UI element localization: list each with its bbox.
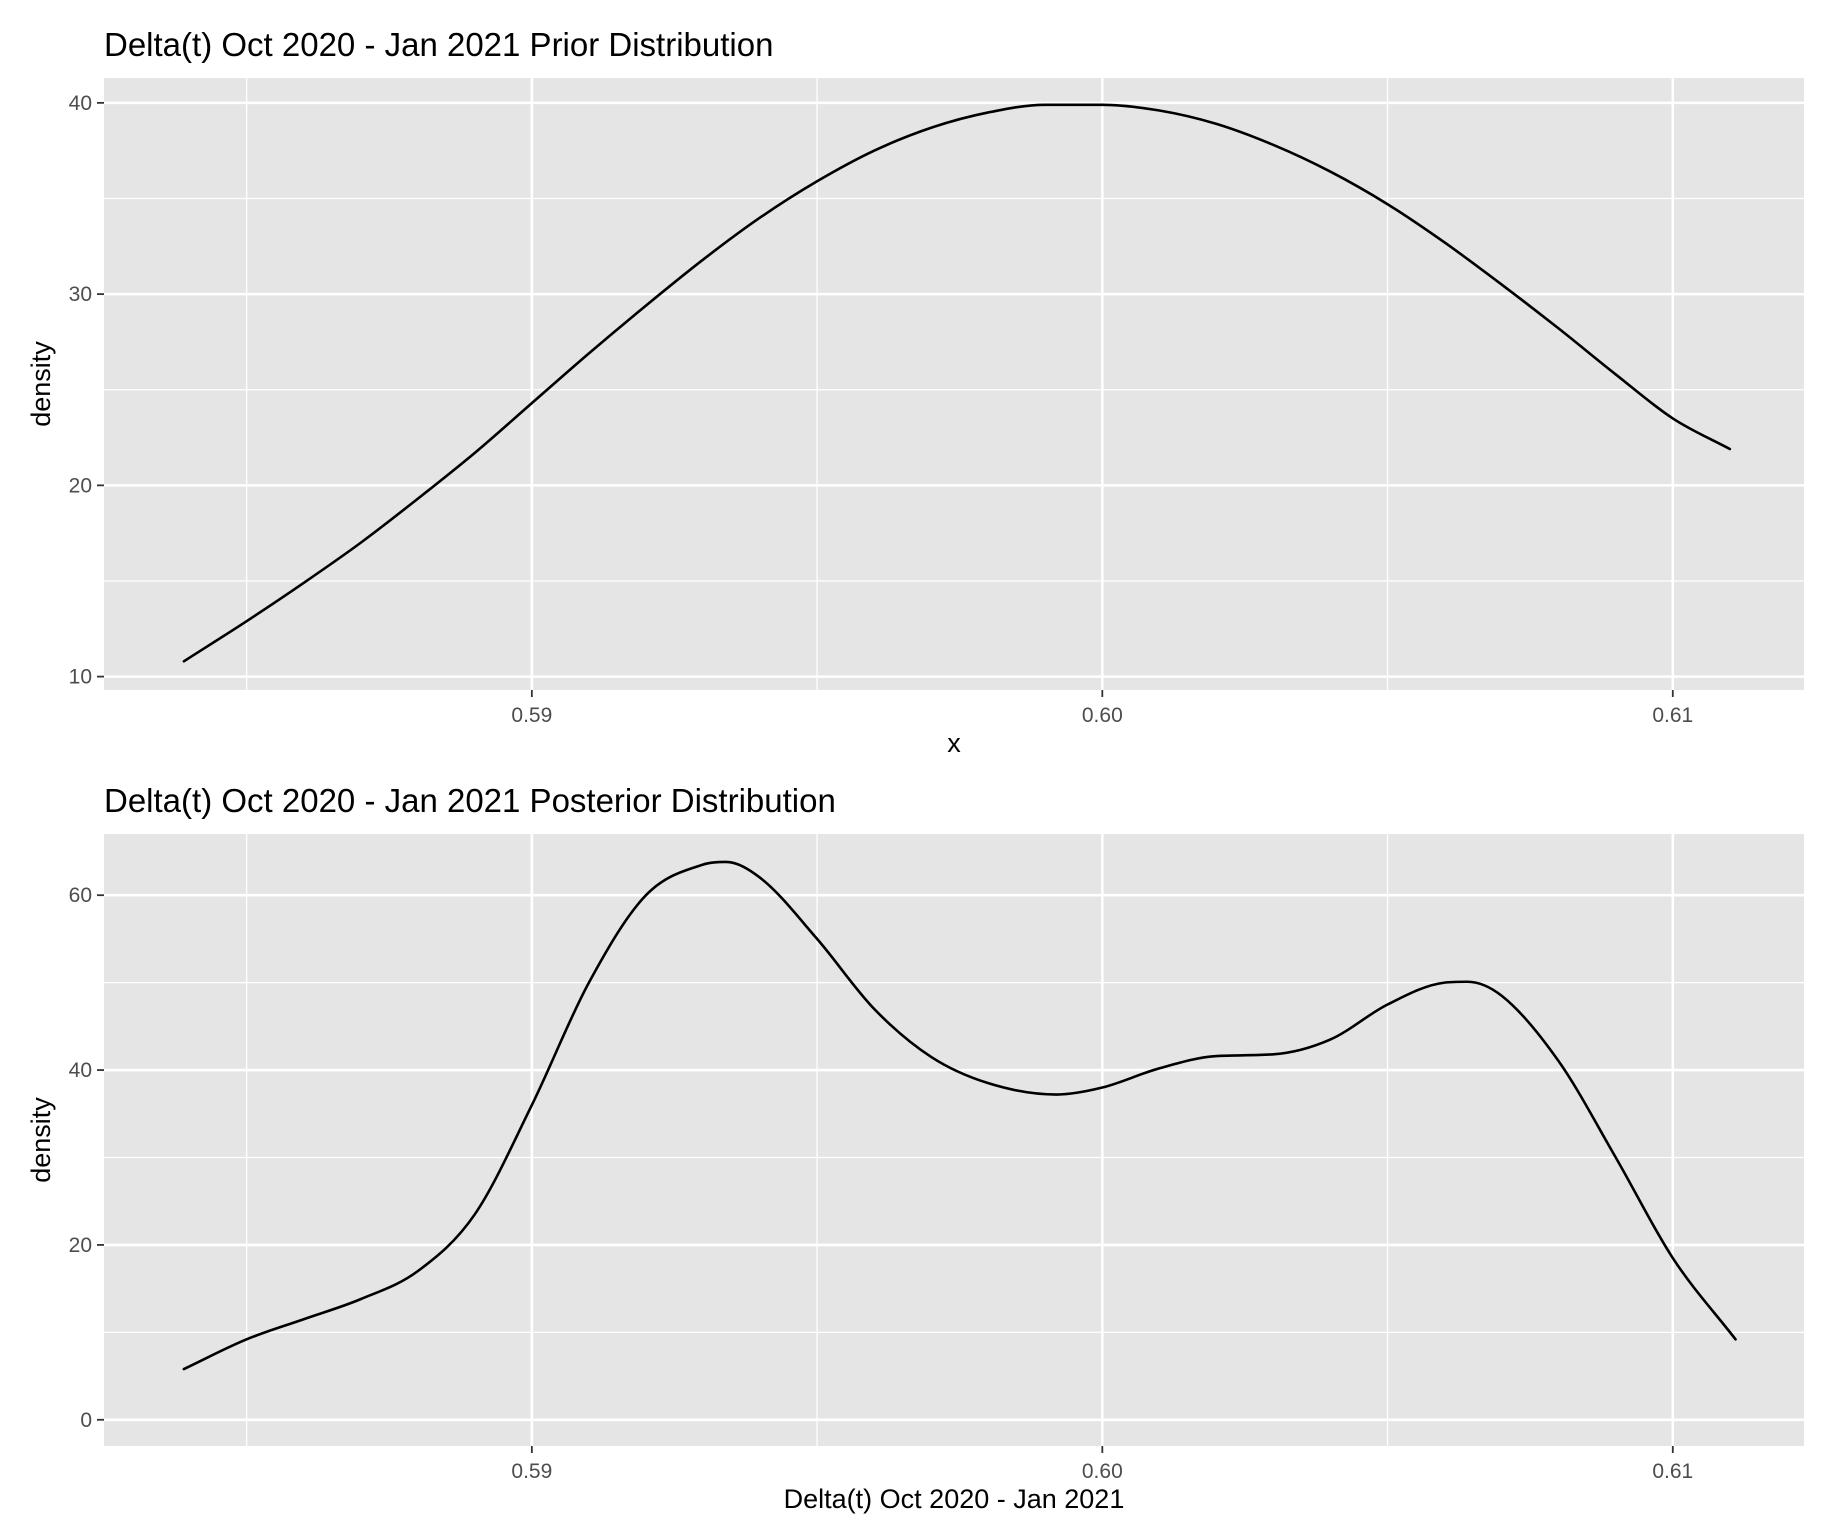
posterior-x-axis-title: Delta(t) Oct 2020 - Jan 2021: [784, 1484, 1125, 1514]
prior-y-tick-label: 20: [69, 474, 92, 497]
posterior-y-axis-title: density: [26, 1097, 56, 1183]
prior-x-tick-labels: 0.59 0.60 0.61: [511, 704, 1693, 727]
prior-gridlines: [104, 78, 1804, 690]
prior-tick-marks: [97, 101, 1674, 697]
prior-x-tick-label: 0.60: [1082, 704, 1123, 727]
posterior-y-tick-label: 40: [69, 1059, 92, 1082]
prior-plot-panel: [104, 78, 1804, 690]
prior-chart: Delta(t) Oct 2020 - Jan 2021 Prior Distr…: [26, 26, 1804, 758]
posterior-plot-panel: [104, 834, 1804, 1446]
prior-title: Delta(t) Oct 2020 - Jan 2021 Prior Distr…: [104, 26, 773, 63]
posterior-gridlines: [104, 834, 1804, 1446]
posterior-y-tick-label: 0: [80, 1409, 92, 1432]
prior-y-tick-label: 10: [69, 666, 92, 689]
posterior-x-tick-labels: 0.59 0.60 0.61: [511, 1460, 1693, 1483]
posterior-x-tick-label: 0.60: [1082, 1460, 1123, 1483]
posterior-y-tick-label: 60: [69, 884, 92, 907]
prior-y-axis-title: density: [26, 341, 56, 427]
posterior-chart: Delta(t) Oct 2020 - Jan 2021 Posterior D…: [26, 782, 1804, 1514]
posterior-x-tick-label: 0.59: [511, 1460, 552, 1483]
prior-y-tick-label: 40: [69, 92, 92, 115]
prior-y-tick-label: 30: [69, 283, 92, 306]
prior-x-tick-label: 0.59: [511, 704, 552, 727]
posterior-x-tick-label: 0.61: [1652, 1460, 1693, 1483]
posterior-y-tick-label: 20: [69, 1234, 92, 1257]
prior-x-axis-title: x: [947, 728, 961, 758]
posterior-tick-marks: [97, 894, 1674, 1453]
prior-x-tick-label: 0.61: [1652, 704, 1693, 727]
prior-density-line: [182, 103, 1732, 663]
posterior-density-line: [182, 860, 1737, 1371]
prior-y-tick-labels: 10 20 30 40: [69, 92, 92, 689]
posterior-title: Delta(t) Oct 2020 - Jan 2021 Posterior D…: [104, 782, 836, 819]
posterior-y-tick-labels: 0 20 40 60: [69, 884, 92, 1432]
